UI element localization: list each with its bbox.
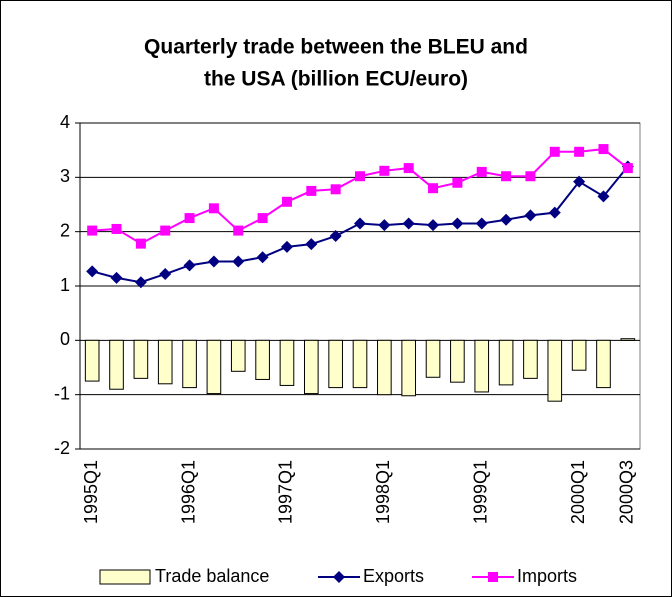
x-tick-label: 1999Q1 xyxy=(470,460,490,524)
x-tick-label: 1997Q1 xyxy=(276,460,296,524)
bar xyxy=(328,339,343,389)
marker xyxy=(281,196,292,207)
marker xyxy=(135,238,146,249)
marker xyxy=(184,213,195,224)
marker xyxy=(451,217,464,230)
marker xyxy=(427,219,440,232)
bar xyxy=(377,339,392,396)
marker xyxy=(573,175,586,188)
marker xyxy=(111,223,122,234)
bar xyxy=(547,339,563,402)
marker xyxy=(403,163,414,174)
marker xyxy=(257,213,268,224)
marker xyxy=(110,271,123,284)
legend-swatch xyxy=(99,569,151,585)
x-tick-label: 2000Q1 xyxy=(568,460,588,524)
legend-marker xyxy=(488,572,498,582)
x-tick-label: 1996Q1 xyxy=(178,460,198,524)
marker xyxy=(355,171,365,182)
bar xyxy=(109,339,124,390)
marker xyxy=(306,185,317,196)
x-tick-label: 2000Q3 xyxy=(617,460,637,524)
legend-label: Trade balance xyxy=(155,566,269,586)
marker xyxy=(597,190,610,203)
marker xyxy=(208,203,219,214)
y-tick-label: -1 xyxy=(54,383,70,403)
legend-label: Imports xyxy=(517,566,577,586)
bar xyxy=(401,339,417,397)
marker xyxy=(329,230,342,243)
marker xyxy=(86,265,99,278)
x-tick-label: 1998Q1 xyxy=(373,460,393,524)
bar xyxy=(450,339,465,383)
marker xyxy=(524,209,537,222)
marker xyxy=(160,225,171,236)
legend-label: Exports xyxy=(363,566,424,586)
marker xyxy=(87,225,98,236)
y-tick-label: 2 xyxy=(60,220,70,240)
marker xyxy=(476,166,487,177)
marker xyxy=(330,184,341,195)
bar xyxy=(255,339,270,380)
legend-marker xyxy=(333,571,345,583)
bar xyxy=(279,339,295,386)
chart-title: the USA (billion ECU/euro) xyxy=(204,68,468,91)
marker xyxy=(378,219,391,232)
bar xyxy=(571,339,587,371)
marker xyxy=(305,238,318,251)
bar xyxy=(425,339,441,378)
marker xyxy=(428,183,439,194)
marker xyxy=(475,217,488,230)
y-tick-label: -2 xyxy=(54,438,70,458)
marker xyxy=(379,165,390,176)
marker xyxy=(452,177,463,188)
marker xyxy=(134,276,147,289)
bar xyxy=(352,339,368,389)
marker xyxy=(598,144,609,155)
bar xyxy=(206,339,222,395)
bar xyxy=(182,339,197,389)
x-tick-label: 1995Q1 xyxy=(81,460,101,524)
marker xyxy=(402,217,415,230)
marker xyxy=(501,171,512,182)
marker xyxy=(280,240,293,253)
bar xyxy=(596,339,611,389)
marker xyxy=(354,217,366,230)
marker xyxy=(548,206,561,219)
y-tick-label: 0 xyxy=(60,329,70,349)
bar xyxy=(84,339,100,382)
bar xyxy=(157,339,173,385)
y-tick-label: 4 xyxy=(60,112,70,132)
marker xyxy=(256,251,269,264)
marker xyxy=(574,146,585,157)
y-tick-label: 3 xyxy=(60,166,70,186)
marker xyxy=(549,146,560,157)
bar xyxy=(230,339,246,372)
marker xyxy=(525,171,536,182)
bar xyxy=(474,339,490,393)
bar xyxy=(498,339,514,386)
marker xyxy=(159,268,172,281)
marker xyxy=(500,213,513,226)
marker xyxy=(232,255,245,268)
chart-title: Quarterly trade between the BLEU and xyxy=(144,36,528,59)
marker xyxy=(207,255,220,268)
marker xyxy=(233,225,244,236)
bar xyxy=(523,339,538,379)
marker xyxy=(183,259,196,272)
marker xyxy=(622,163,633,174)
bar xyxy=(303,339,319,395)
bar xyxy=(133,339,149,379)
y-tick-label: 1 xyxy=(60,275,70,295)
bar xyxy=(620,338,636,341)
